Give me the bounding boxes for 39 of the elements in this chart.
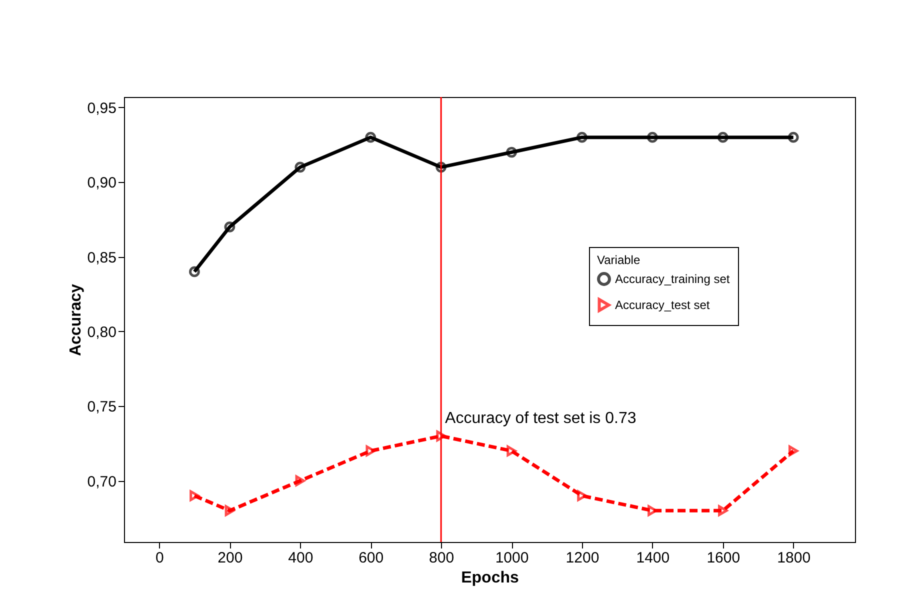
point [718, 505, 728, 516]
point [717, 132, 728, 143]
point [190, 490, 200, 502]
x-tick-label: 1600 [706, 550, 740, 566]
y-tick-label: 0,85 [87, 249, 116, 266]
point [366, 445, 376, 456]
point [294, 162, 306, 173]
y-tick-label: 0,75 [87, 398, 116, 416]
point [436, 430, 446, 442]
annotation: Accuracy of test set is 0.73 [445, 410, 636, 427]
point [647, 132, 658, 143]
y-tick-label: 0,95 [87, 100, 116, 117]
point [365, 132, 376, 143]
legend-title: Variable [597, 253, 640, 267]
x-tick-label: 1000 [495, 550, 529, 566]
point [577, 490, 587, 502]
x-tick-label: 400 [288, 550, 314, 566]
point [506, 445, 516, 456]
point [224, 505, 235, 516]
point [506, 146, 517, 158]
x-tick-label: 1800 [777, 550, 811, 566]
point [576, 132, 588, 143]
y-tick-label: 0,70 [87, 473, 116, 490]
y-axis-title: Accuracy [67, 284, 84, 356]
point [295, 475, 306, 486]
x-tick-label: 1400 [636, 550, 670, 566]
y-tick-label: 0,80 [87, 324, 116, 341]
x-tick-label: 600 [358, 550, 384, 566]
legend-label: Accuracy_training set [615, 272, 730, 286]
point [788, 445, 798, 456]
legend-label: Accuracy_test set [615, 298, 710, 312]
y-tick-label: 0,90 [87, 174, 116, 192]
x-tick-label: 1200 [566, 550, 600, 566]
point [648, 505, 658, 516]
x-tick-label: 800 [429, 550, 454, 566]
point [224, 221, 236, 232]
x-tick-label: 200 [218, 550, 243, 566]
x-axis-title: Epochs [461, 570, 519, 586]
x-tick-label: 0 [156, 550, 164, 566]
